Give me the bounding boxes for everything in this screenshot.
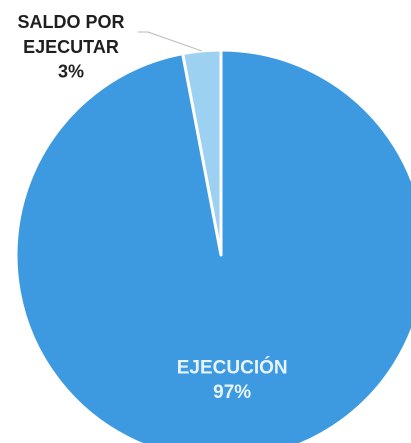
slice-label-saldo-por-ejecutar: SALDO POR EJECUTAR 3% (17, 12, 124, 82)
slice-value: 97% (213, 382, 251, 403)
pie-labels: SALDO POR EJECUTAR 3% EJECUCIÓN 97% (17, 12, 287, 403)
slice-label-ejecucion: EJECUCIÓN 97% (177, 356, 288, 403)
pie-slices (14, 48, 411, 443)
slice-label-line: EJECUTAR (23, 37, 119, 57)
callout-leader-line (138, 31, 202, 52)
slice-label-line: EJECUCIÓN (177, 356, 288, 378)
slice-value: 3% (58, 62, 84, 82)
pie-callouts (138, 31, 202, 52)
pie-slice-ejecucion (14, 48, 411, 443)
slice-label-line: SALDO POR (17, 12, 124, 32)
